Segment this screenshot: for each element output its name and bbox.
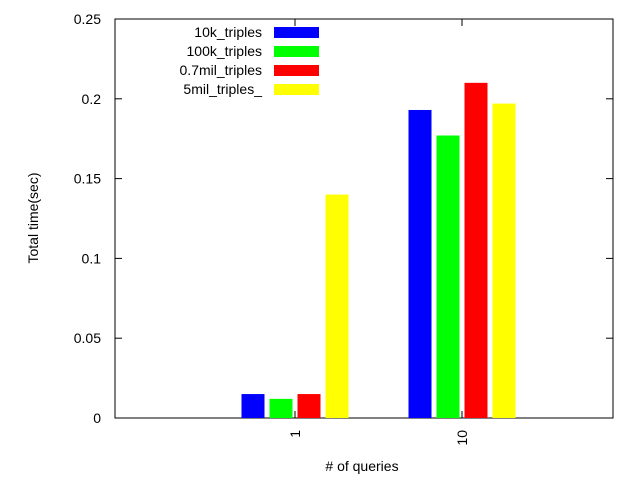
bar-5mil_triples_-q1 [325, 194, 349, 418]
x-tick-label: 1 [287, 430, 303, 438]
bars-group [241, 82, 516, 419]
x-axis: 1 10 [287, 19, 470, 446]
plot-frame [114, 18, 614, 419]
y-tick-label: 0.05 [74, 330, 101, 346]
bar-100k_triples-q10 [436, 135, 460, 418]
legend-label: 0.7mil_triples [180, 62, 262, 78]
bar-0.7mil_triples-q10 [464, 82, 488, 418]
bar-100k_triples-q1 [269, 398, 293, 418]
bar-10k_triples-q10 [408, 109, 432, 419]
legend-swatch [274, 27, 319, 38]
legend-swatch [274, 84, 319, 95]
y-tick-label: 0.25 [74, 11, 101, 27]
bar-5mil_triples_-q10 [492, 103, 516, 418]
y-tick-label: 0.1 [82, 250, 102, 266]
bar-0.7mil_triples-q1 [297, 394, 321, 418]
y-tick-label: 0 [93, 410, 101, 426]
legend: 10k_triples 100k_triples 0.7mil_triples 5mi… [180, 24, 319, 97]
legend-swatch [274, 46, 319, 57]
x-axis-title: # of queries [325, 458, 398, 474]
y-axis: 0 0.05 0.1 0.15 0.2 0.25 [74, 11, 613, 426]
bar-10k_triples-q1 [241, 394, 265, 418]
legend-label: 5mil_triples_ [183, 81, 262, 97]
y-tick-label: 0.2 [82, 91, 102, 107]
y-axis-title: Total time(sec) [25, 172, 41, 263]
legend-label: 10k_triples [194, 24, 262, 40]
legend-swatch [274, 65, 319, 76]
x-tick-label: 10 [454, 430, 470, 446]
y-tick-label: 0.15 [74, 171, 101, 187]
legend-label: 100k_triples [187, 43, 263, 59]
